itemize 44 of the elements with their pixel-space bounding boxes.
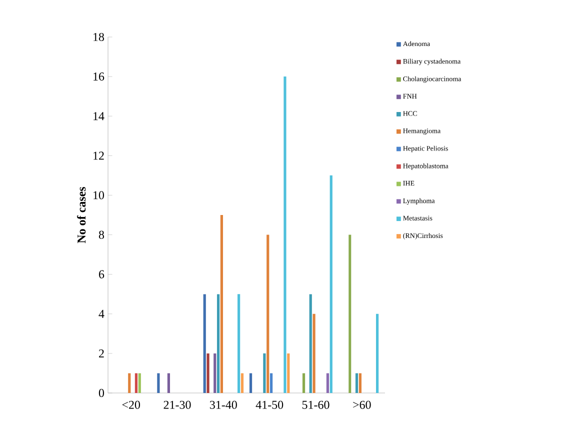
bar bbox=[134, 373, 138, 393]
bar bbox=[376, 314, 379, 393]
x-tick-label: 21-30 bbox=[164, 400, 191, 409]
x-tick-label: 41-50 bbox=[256, 400, 284, 409]
bar bbox=[312, 314, 316, 393]
y-tick-label: 18 bbox=[94, 32, 104, 42]
y-tick-label: 0 bbox=[98, 388, 104, 398]
y-tick-label: 6 bbox=[98, 270, 104, 278]
y-tick-label: 16 bbox=[94, 72, 104, 81]
y-tick-label: 10 bbox=[94, 191, 104, 200]
bar bbox=[138, 373, 141, 393]
y-tick-label: 4 bbox=[98, 310, 104, 318]
y-tick-label: 8 bbox=[98, 230, 104, 239]
bar bbox=[358, 373, 362, 393]
bar bbox=[249, 373, 252, 393]
bar bbox=[238, 294, 240, 393]
bar bbox=[266, 234, 270, 393]
x-tick-label: 31-40 bbox=[210, 400, 237, 409]
bar bbox=[216, 294, 220, 393]
bar bbox=[220, 214, 224, 393]
bar bbox=[309, 294, 312, 393]
y-tick-label: 14 bbox=[94, 112, 104, 120]
bar bbox=[287, 353, 290, 393]
bar bbox=[203, 294, 206, 393]
x-tick-label: >60 bbox=[353, 400, 371, 409]
bar bbox=[284, 76, 286, 393]
bar bbox=[355, 373, 358, 393]
bar bbox=[206, 353, 210, 393]
bar bbox=[157, 373, 160, 393]
bar bbox=[326, 373, 330, 393]
bar bbox=[302, 373, 306, 393]
bar bbox=[128, 373, 131, 393]
x-tick-label: <20 bbox=[122, 400, 140, 409]
bar bbox=[270, 373, 273, 393]
y-axis-title: No of cases bbox=[77, 186, 86, 244]
bar bbox=[330, 175, 332, 393]
bar bbox=[214, 353, 216, 393]
bar bbox=[240, 373, 244, 393]
bar bbox=[263, 353, 266, 393]
y-tick-label: 12 bbox=[94, 152, 104, 160]
bar bbox=[348, 234, 352, 393]
bar bbox=[167, 373, 170, 393]
y-tick-label: 2 bbox=[99, 349, 104, 358]
x-tick-label: 51-60 bbox=[302, 400, 330, 409]
